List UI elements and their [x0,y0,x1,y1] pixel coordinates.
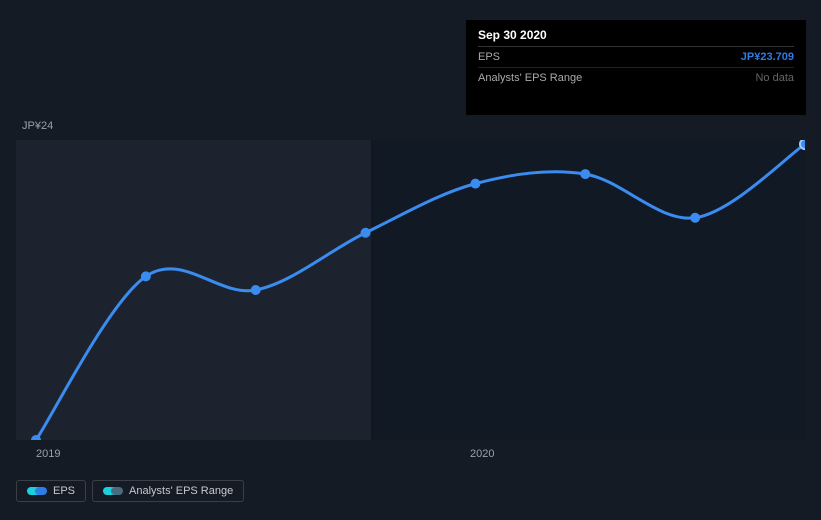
tooltip-label: Analysts' EPS Range [478,72,582,84]
line-chart-plot[interactable] [16,140,805,440]
tooltip-value: No data [755,72,794,84]
tooltip-row-eps: EPS JP¥23.709 [478,47,794,68]
legend-item-eps[interactable]: EPS [16,480,86,502]
legend-item-range[interactable]: Analysts' EPS Range [92,480,244,502]
tooltip-date: Sep 30 2020 [478,28,794,47]
y-tick-label: JP¥24 [22,120,53,132]
chart-legend: EPS Analysts' EPS Range [16,480,244,502]
legend-swatch-icon [27,487,47,495]
legend-swatch-icon [103,487,123,495]
legend-label: Analysts' EPS Range [129,485,233,497]
eps-chart: Sep 30 2020 EPS JP¥23.709 Analysts' EPS … [0,0,821,520]
chart-tooltip: Sep 30 2020 EPS JP¥23.709 Analysts' EPS … [466,20,806,115]
legend-label: EPS [53,485,75,497]
tooltip-value: JP¥23.709 [741,51,794,63]
x-tick-label: 2020 [470,448,494,460]
x-tick-label: 2019 [36,448,60,460]
tooltip-row-range: Analysts' EPS Range No data [478,68,794,88]
tooltip-label: EPS [478,51,500,63]
